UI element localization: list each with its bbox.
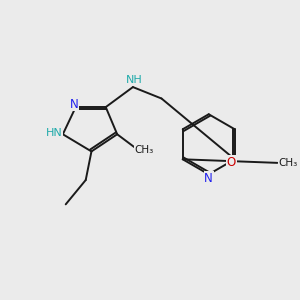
Text: CH₃: CH₃ bbox=[279, 158, 298, 168]
Text: O: O bbox=[227, 156, 236, 169]
Text: HN: HN bbox=[46, 128, 63, 138]
Text: N: N bbox=[70, 98, 79, 111]
Text: N: N bbox=[204, 172, 213, 185]
Text: CH₃: CH₃ bbox=[135, 145, 154, 155]
Text: NH: NH bbox=[125, 75, 142, 85]
